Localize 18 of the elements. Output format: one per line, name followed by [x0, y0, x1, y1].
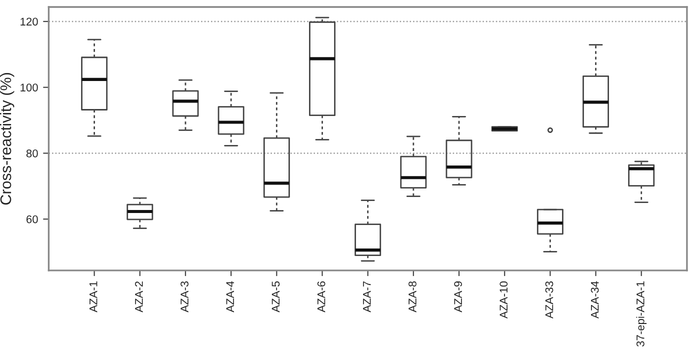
x-tick-label: AZA-33: [545, 281, 554, 319]
x-tick-label: 37-epi-AZA-1: [636, 281, 647, 347]
x-tick-label: AZA-4: [226, 281, 234, 312]
x-tick-label: AZA-34: [590, 281, 599, 319]
x-tick-label: AZA-1: [90, 281, 98, 312]
x-tick-label: AZA-2: [135, 281, 143, 312]
y-tick-label: 60: [26, 215, 38, 224]
y-axis-title: Cross-reactivity (%): [0, 73, 14, 205]
y-tick-label: 120: [20, 18, 38, 26]
y-tick-label: 80: [26, 149, 38, 158]
x-tick-label: AZA-9: [454, 281, 462, 312]
x-tick-label: AZA-3: [180, 281, 188, 312]
x-tick-label: AZA-8: [408, 281, 416, 312]
x-tick-label: AZA-10: [500, 281, 508, 319]
x-tick-label: AZA-6: [317, 281, 326, 312]
x-tick-label: AZA-5: [272, 281, 280, 312]
x-tick-label: AZA-7: [363, 281, 371, 312]
y-tick-label: 100: [20, 84, 38, 92]
